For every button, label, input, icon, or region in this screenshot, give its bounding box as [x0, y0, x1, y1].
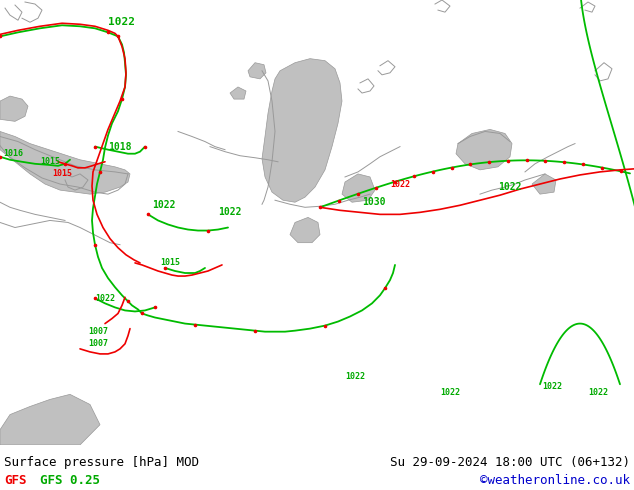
Text: 1022: 1022: [542, 382, 562, 391]
Polygon shape: [290, 218, 320, 243]
Text: 1022: 1022: [390, 179, 410, 189]
Polygon shape: [456, 129, 512, 170]
Text: 1022: 1022: [218, 207, 242, 218]
Text: 1007: 1007: [88, 327, 108, 336]
Text: ©weatheronline.co.uk: ©weatheronline.co.uk: [480, 474, 630, 487]
Polygon shape: [248, 63, 266, 79]
Text: GFS 0.25: GFS 0.25: [40, 474, 100, 487]
Text: 1030: 1030: [362, 197, 385, 207]
Text: 1022: 1022: [108, 17, 135, 27]
Polygon shape: [0, 131, 130, 194]
Polygon shape: [0, 96, 28, 122]
Polygon shape: [262, 59, 342, 202]
Text: 1022: 1022: [95, 294, 115, 303]
Polygon shape: [532, 174, 556, 194]
Text: 1015: 1015: [52, 170, 72, 178]
Text: 1022: 1022: [152, 200, 176, 210]
Text: 1018: 1018: [108, 142, 131, 151]
Text: GFS: GFS: [4, 474, 27, 487]
Text: Surface pressure [hPa] MOD: Surface pressure [hPa] MOD: [4, 456, 199, 469]
Text: 1022: 1022: [345, 371, 365, 381]
Polygon shape: [230, 87, 246, 99]
Polygon shape: [342, 174, 375, 202]
Text: 1015: 1015: [40, 157, 60, 166]
Text: 1022: 1022: [588, 388, 608, 397]
Polygon shape: [0, 394, 100, 445]
Text: 1016: 1016: [3, 149, 23, 158]
Text: Su 29-09-2024 18:00 UTC (06+132): Su 29-09-2024 18:00 UTC (06+132): [390, 456, 630, 469]
Text: 1022: 1022: [440, 388, 460, 397]
Text: 1007: 1007: [88, 339, 108, 348]
Text: 1022: 1022: [498, 182, 522, 192]
Text: 1015: 1015: [160, 258, 180, 268]
